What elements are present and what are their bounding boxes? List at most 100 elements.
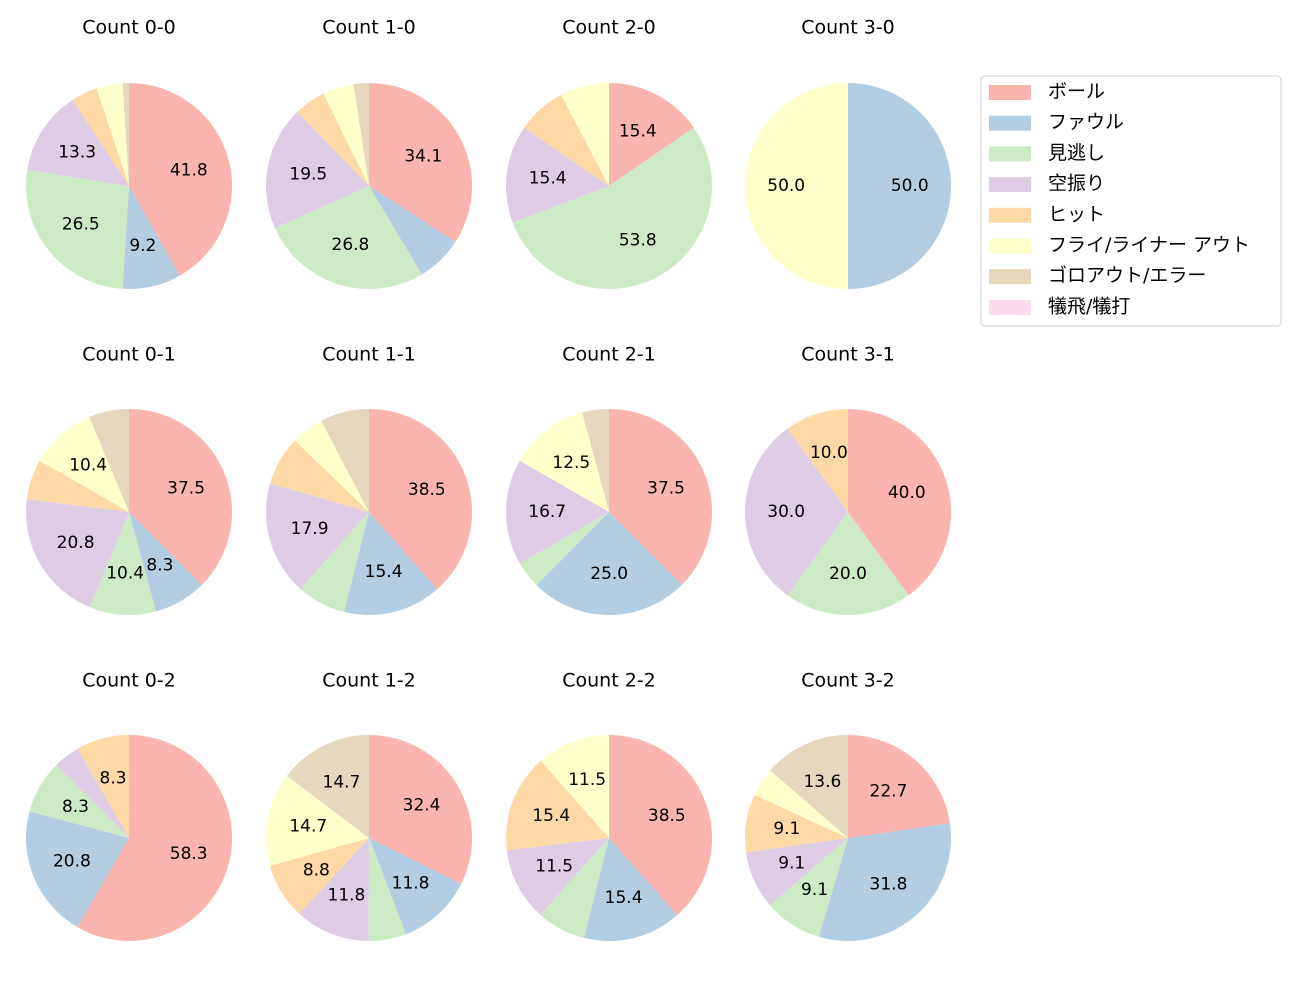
pie-slice <box>300 512 369 612</box>
pie-slice <box>27 99 130 186</box>
chart-title: Count 1-0 <box>322 17 416 39</box>
pie-slice <box>848 83 951 289</box>
slice-label: 15.4 <box>619 121 657 141</box>
pie-slice <box>746 838 848 906</box>
legend-swatch <box>989 177 1031 193</box>
pie-slice <box>536 512 683 615</box>
slice-label: 10.4 <box>69 456 107 476</box>
pie-slice <box>294 420 369 512</box>
pie-slice <box>848 409 951 596</box>
pie-slice <box>266 483 369 589</box>
pie-slice <box>122 186 180 289</box>
slice-label: 12.5 <box>552 453 590 473</box>
pie-slice <box>787 409 848 512</box>
pie-slice <box>506 838 609 915</box>
slice-label: 14.7 <box>323 773 361 793</box>
legend-label: 見逃し <box>1048 142 1105 164</box>
pie-slice <box>321 409 369 512</box>
slice-label: 41.8 <box>170 160 208 180</box>
pie-slice <box>129 409 232 585</box>
slice-label: 11.8 <box>328 886 366 906</box>
slice-label: 15.4 <box>365 562 403 582</box>
slice-label: 34.1 <box>404 146 442 166</box>
pie-slice <box>745 83 848 289</box>
slice-label: 8.3 <box>146 555 173 575</box>
slice-label: 8.3 <box>62 797 89 817</box>
chart-title: Count 2-0 <box>562 17 656 39</box>
slice-label: 58.3 <box>170 844 208 864</box>
slice-label: 20.8 <box>57 533 95 553</box>
pie-slice <box>96 83 129 186</box>
legend-label: ファウル <box>1048 111 1124 133</box>
pie-slice <box>506 760 609 851</box>
legend-swatch <box>989 269 1031 285</box>
pie-slice <box>122 83 129 186</box>
slice-label: 14.7 <box>289 817 327 837</box>
pie-slice <box>39 416 129 512</box>
pie-slice <box>745 794 848 853</box>
slice-label: 9.1 <box>773 819 800 839</box>
chart-title: Count 0-0 <box>82 17 176 39</box>
pie-slice <box>89 409 129 512</box>
slice-label: 8.3 <box>100 768 127 788</box>
slice-label: 53.8 <box>619 231 657 251</box>
chart-title: Count 0-2 <box>82 670 176 692</box>
pie-slice <box>29 765 130 838</box>
slice-label: 15.4 <box>529 169 567 189</box>
chart-title: Count 3-0 <box>801 17 895 39</box>
slice-label: 30.0 <box>767 502 805 522</box>
slice-label: 11.5 <box>535 857 573 877</box>
pie-slice <box>129 512 202 612</box>
pie-slice <box>266 111 369 229</box>
pie-slice <box>512 127 712 289</box>
pie-slice <box>26 169 130 289</box>
pie-slice <box>505 127 609 223</box>
pie-slice <box>818 823 951 941</box>
pie-slice <box>754 770 848 838</box>
slice-label: 22.7 <box>870 781 908 801</box>
legend-swatch <box>989 85 1031 100</box>
pie-slice <box>609 409 712 585</box>
pie-slice <box>269 838 369 914</box>
chart-title: Count 0-1 <box>82 344 176 366</box>
pie-slice <box>609 735 712 916</box>
legend-label: フライ/ライナー アウト <box>1048 234 1250 256</box>
pie-slice <box>540 838 609 938</box>
slice-label: 50.0 <box>891 176 929 196</box>
legend-box <box>980 75 1282 327</box>
slice-label: 20.0 <box>829 564 867 584</box>
legend-swatch <box>989 299 1031 315</box>
pie-slice <box>344 512 438 615</box>
pie-slice <box>519 512 609 586</box>
chart-title: Count 3-1 <box>801 344 895 366</box>
slice-label: 26.5 <box>62 215 100 235</box>
pie-slice <box>369 409 472 590</box>
chart-title: Count 2-2 <box>562 670 656 692</box>
slice-label: 15.4 <box>532 806 570 826</box>
pie-slice <box>77 735 233 941</box>
chart-title: Count 2-1 <box>562 344 656 366</box>
pie-slice <box>353 83 369 186</box>
slice-label: 11.5 <box>568 770 606 790</box>
slice-label: 16.7 <box>528 502 566 522</box>
pie-slice <box>266 775 369 866</box>
slice-label: 40.0 <box>888 483 926 503</box>
pie-slice <box>561 83 609 186</box>
slice-label: 38.5 <box>408 480 446 500</box>
slice-label: 9.1 <box>801 880 828 900</box>
slice-label: 20.8 <box>53 852 91 872</box>
pie-slice <box>323 84 369 186</box>
pie-slice <box>524 94 609 186</box>
pie-slice <box>72 88 129 186</box>
pie-slice <box>787 512 909 615</box>
legend-label: 犠飛/犠打 <box>1048 295 1130 317</box>
pie-slice <box>848 735 950 838</box>
pie-slice <box>89 512 156 616</box>
chart-title: Count 1-1 <box>322 344 416 366</box>
slice-label: 50.0 <box>767 176 805 196</box>
pie-slice <box>582 409 609 512</box>
pie-slice <box>540 735 609 838</box>
legend-label: ボール <box>1048 81 1105 103</box>
pie-slice <box>129 83 233 276</box>
